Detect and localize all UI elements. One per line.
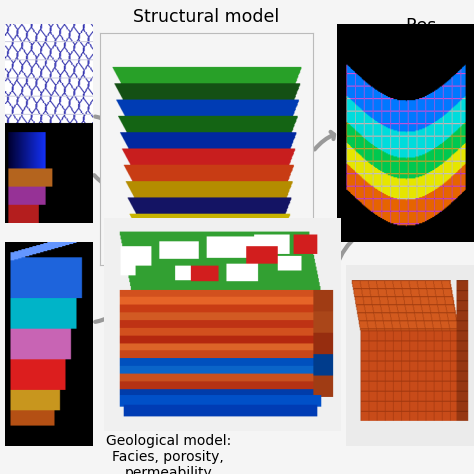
Text: inction
ution: inction ution: [5, 415, 50, 443]
Text: Res: Res: [405, 17, 437, 35]
Text: Structural model: Structural model: [133, 8, 279, 26]
Text: Geological model:
Facies, porosity,
permeability: Geological model: Facies, porosity, perm…: [106, 434, 231, 474]
Text: Flui: Flui: [405, 423, 432, 438]
